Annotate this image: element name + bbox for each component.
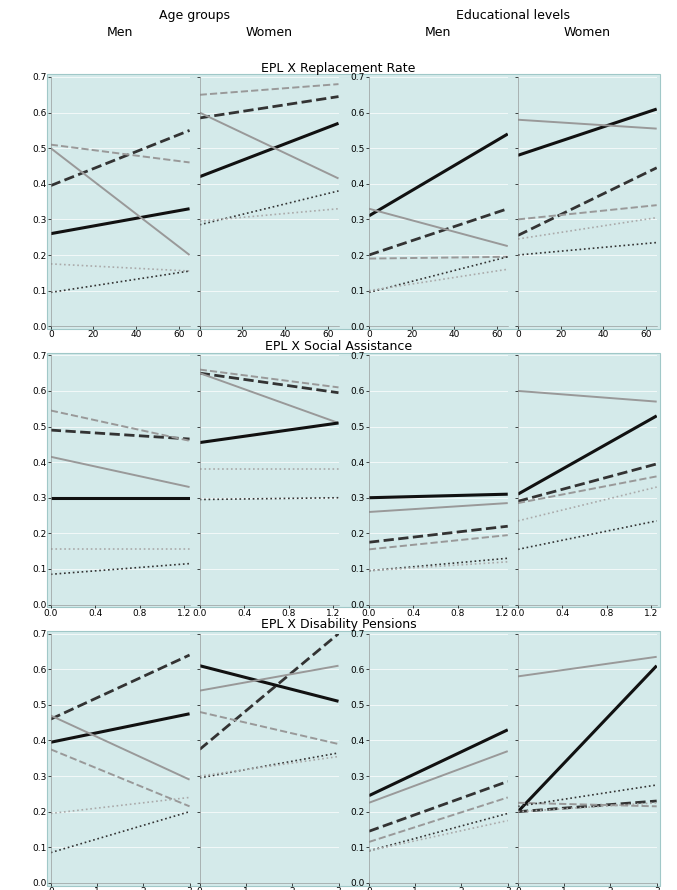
Text: Women: Women — [246, 26, 292, 39]
Text: Women: Women — [564, 26, 611, 39]
Text: Men: Men — [107, 26, 133, 39]
Text: EPL X Social Assistance: EPL X Social Assistance — [265, 340, 412, 353]
Text: Age groups: Age groups — [159, 9, 230, 22]
Text: EPL X Disability Pensions: EPL X Disability Pensions — [261, 619, 416, 631]
Text: Educational levels: Educational levels — [456, 9, 570, 22]
Text: Men: Men — [425, 26, 452, 39]
Text: EPL X Replacement Rate: EPL X Replacement Rate — [261, 61, 416, 75]
